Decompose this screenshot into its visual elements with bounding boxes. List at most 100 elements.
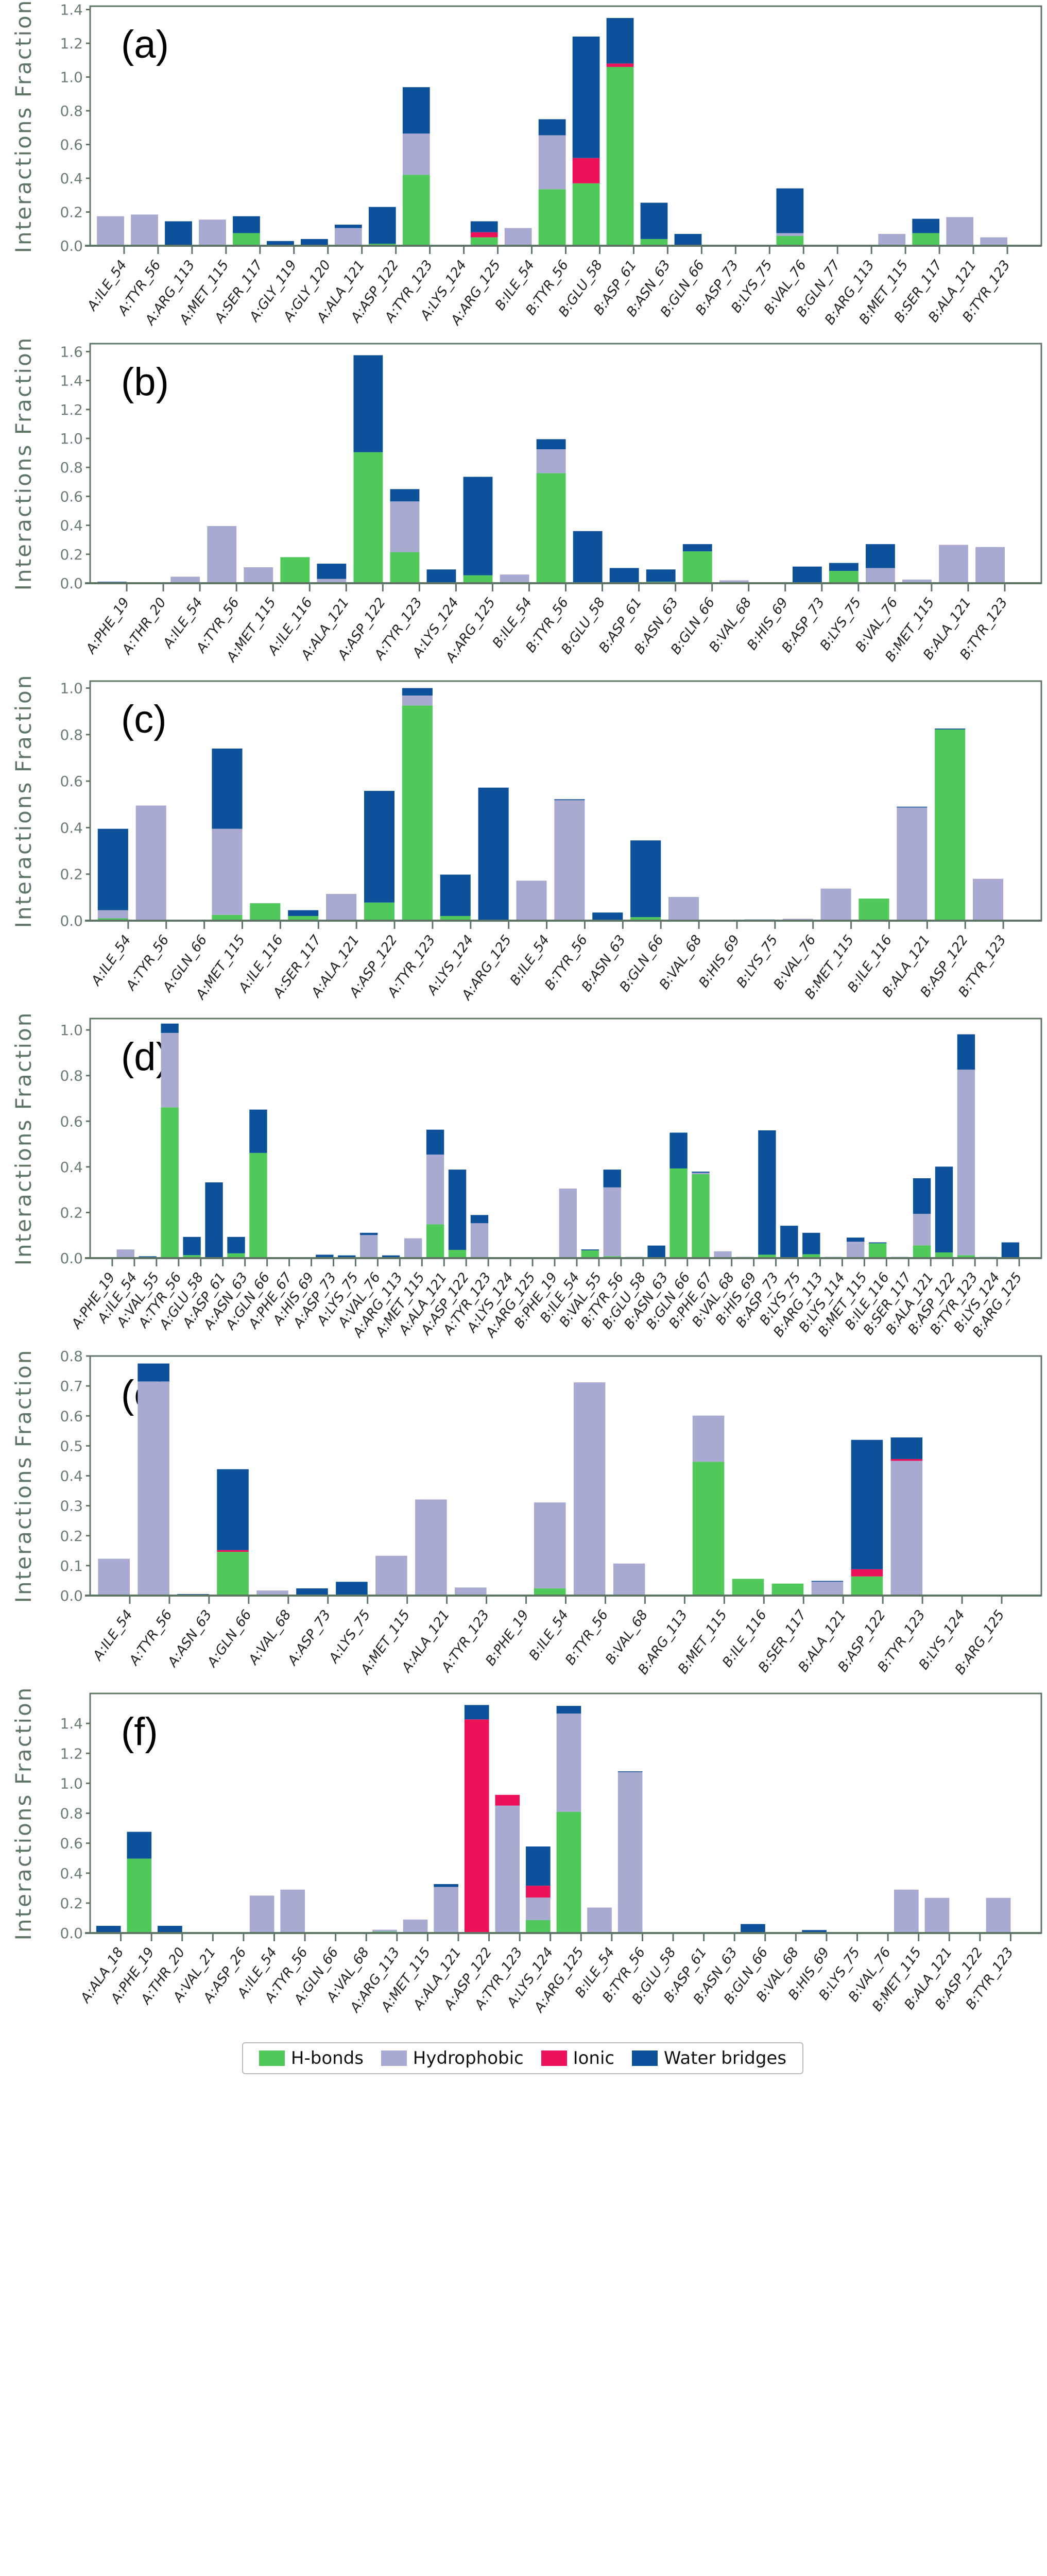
bar-segment-ionic (470, 232, 498, 238)
bar-segment-water-bridges (682, 544, 712, 552)
bar-segment-hydrophobic (426, 1154, 444, 1225)
bar-segment-water-bridges (478, 787, 509, 921)
bar-segment-h-bonds (217, 1552, 249, 1596)
bar-segment-hydrophobic (587, 1907, 612, 1933)
bar-segment-hydrophobic (256, 1590, 288, 1596)
bar-segment-ionic (606, 63, 634, 67)
bar-segment-h-bonds (692, 1174, 710, 1258)
y-tick-label: 1.0 (60, 1022, 83, 1039)
bar-segment-water-bridges (217, 1469, 249, 1550)
bar-segment-water-bridges (526, 1846, 551, 1886)
bar-segment-hydrophobic (538, 135, 566, 190)
bar-segment-hydrophobic (97, 216, 124, 246)
panel-label: (b) (121, 360, 169, 404)
bar-segment-h-bonds (280, 557, 310, 583)
bar-segment-water-bridges (935, 1166, 953, 1252)
bar-segment-hydrophobic (372, 1929, 397, 1932)
bar-segment-hydrophobic (811, 1582, 844, 1596)
y-tick-label: 0.4 (60, 1468, 83, 1485)
bar-segment-hydrophobic (939, 545, 968, 583)
bar-segment-water-bridges (851, 1439, 883, 1569)
y-tick-label: 0.6 (60, 1408, 83, 1425)
y-tick-label: 1.4 (60, 2, 83, 19)
y-tick-label: 0.2 (60, 204, 83, 221)
bar-segment-water-bridges (1001, 1242, 1020, 1258)
bar-segment-h-bonds (402, 705, 433, 921)
bar-segment-water-bridges (161, 1023, 179, 1033)
bar-segment-water-bridges (390, 489, 420, 502)
y-tick-label: 0.6 (60, 773, 83, 790)
bar-segment-water-bridges (165, 221, 192, 246)
y-tick-label: 0.4 (60, 1159, 83, 1176)
y-tick-label: 0.2 (60, 1204, 83, 1221)
bar-segment-h-bonds (288, 916, 319, 921)
bar-segment-hydrophobic (526, 1897, 551, 1921)
bar-segment-water-bridges (554, 799, 585, 801)
y-tick-label: 0.3 (60, 1498, 83, 1515)
bar-segment-h-bonds (250, 903, 281, 921)
bar-segment-hydrophobic (820, 888, 851, 921)
legend-swatch (631, 2050, 658, 2066)
bar-segment-water-bridges (426, 1129, 444, 1155)
bar-segment-h-bonds (771, 1583, 804, 1596)
bar-segment-water-bridges (205, 1182, 223, 1258)
bar-segment-water-bridges (847, 1238, 865, 1242)
bar-segment-h-bonds (440, 916, 471, 921)
bar-segment-hydrophobic (334, 228, 362, 246)
y-tick-label: 0.0 (60, 1587, 83, 1604)
legend-label: Water bridges (663, 2048, 787, 2069)
y-tick-label: 0.0 (60, 912, 83, 929)
bar-segment-hydrophobic (894, 1889, 919, 1933)
bar-segment-h-bonds (249, 1153, 267, 1258)
panel-label: (f) (121, 1710, 158, 1754)
bar-segment-water-bridges (640, 202, 668, 239)
y-tick-label: 0.4 (60, 819, 83, 836)
y-axis-title: Interactions Fraction (11, 0, 36, 253)
bar-segment-water-bridges (802, 1232, 820, 1255)
bar-segment-hydrophobic (249, 1895, 274, 1933)
bar-segment-hydrophobic (692, 1173, 710, 1175)
bar-segment-water-bridges (288, 910, 319, 916)
bar-segment-h-bonds (670, 1168, 688, 1258)
bar-segment-hydrophobic (360, 1235, 378, 1258)
bar-segment-h-bonds (935, 729, 966, 921)
bar-segment-water-bridges (897, 806, 928, 808)
bar-segment-h-bonds (606, 66, 634, 246)
bar-segment-hydrophobic (913, 1214, 931, 1246)
bar-segment-hydrophobic (603, 1187, 621, 1257)
bar-segment-hydrophobic (375, 1555, 407, 1596)
bar-segment-hydrophobic (434, 1887, 458, 1933)
y-tick-label: 0.4 (60, 170, 83, 187)
bar-segment-water-bridges (603, 1170, 621, 1188)
bar-segment-water-bridges (890, 1437, 923, 1459)
bar-segment-h-bonds (758, 1255, 776, 1258)
chart-panel-d: 0.0 0.2 0.4 0.6 0.8 1.0 Interactions Fraction (… (11, 1011, 1042, 1341)
y-tick-label: 1.0 (60, 680, 83, 697)
bar-segment-ionic (217, 1550, 249, 1552)
bar-segment-water-bridges (300, 239, 328, 246)
bar-segment-h-bonds (402, 175, 430, 246)
bar-segment-h-bonds (957, 1255, 975, 1258)
y-axis-title: Interactions Fraction (11, 1686, 36, 1941)
chart-panel-b: 0.0 0.2 0.4 0.6 0.8 1.0 1.2 1.4 1.6 Interactions … (11, 336, 1042, 666)
interaction-fraction-figure: 0.0 0.2 0.4 0.6 0.8 1.0 1.2 1.4 Interactions Fra… (11, 0, 1042, 2016)
bar-segment-water-bridges (249, 1109, 267, 1153)
y-tick-label: 1.2 (60, 35, 83, 52)
bar-segment-h-bonds (913, 1245, 931, 1258)
bar-segment-hydrophobic (98, 1558, 130, 1596)
bar-segment-water-bridges (183, 1236, 201, 1256)
bar-segment-water-bridges (758, 1130, 776, 1255)
y-tick-label: 0.4 (60, 517, 83, 534)
bar-segment-hydrophobic (986, 1897, 1011, 1933)
bar-segment-hydrophobic (326, 894, 357, 921)
bar-segment-hydrophobic (170, 577, 200, 583)
bar-segment-h-bonds (161, 1107, 179, 1258)
bar-segment-h-bonds (353, 452, 383, 583)
y-tick-label: 1.0 (60, 1775, 83, 1792)
bar-segment-water-bridges (646, 569, 676, 582)
y-tick-label: 0.6 (60, 1113, 83, 1130)
bar-segment-hydrophobic (559, 1188, 577, 1258)
bar-segment-h-bonds (581, 1250, 599, 1258)
bar-segment-water-bridges (674, 234, 702, 245)
bar-segment-ionic (890, 1459, 923, 1461)
